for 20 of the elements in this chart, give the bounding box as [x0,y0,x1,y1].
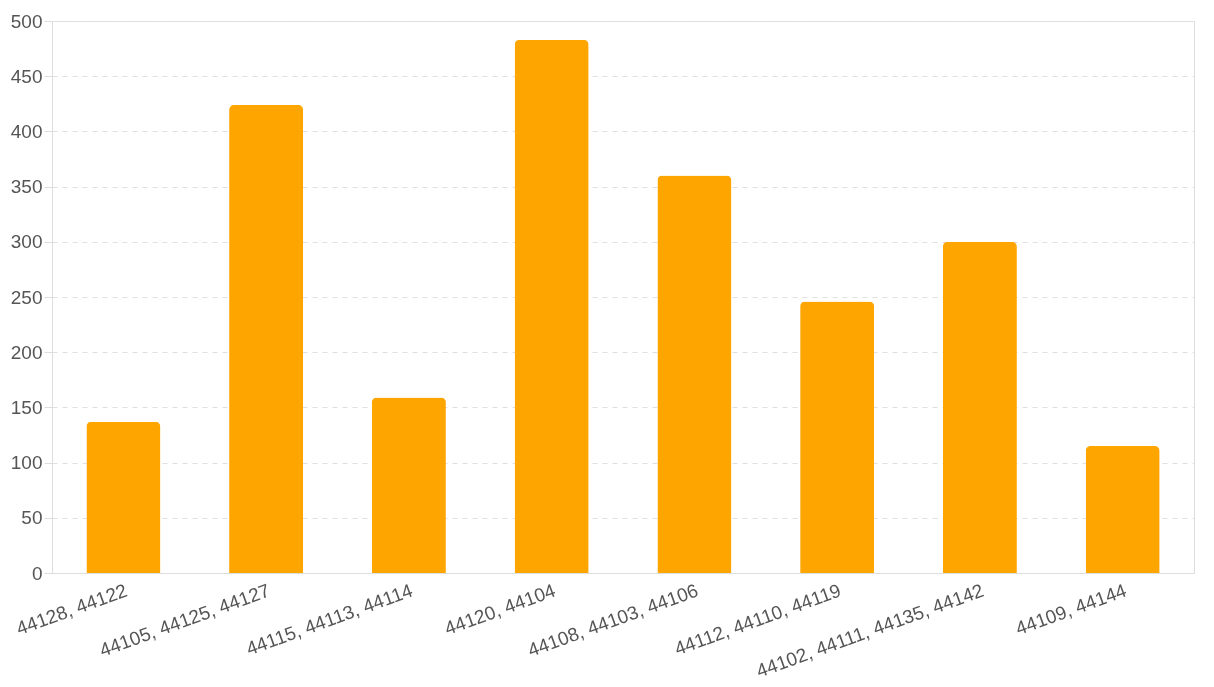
bar [514,39,589,573]
bar [86,421,161,573]
y-tick-label: 200 [10,341,43,363]
bar [800,301,875,573]
y-tick-label: 400 [10,120,43,142]
y-tick-label: 0 [31,562,43,584]
x-tick-label: 44109, 44144 [1012,579,1130,640]
bar [229,104,304,573]
y-tick-label: 450 [10,65,43,87]
bar [371,397,446,573]
bar [657,175,732,573]
bar [942,241,1017,573]
y-tick-label: 300 [10,231,43,253]
y-tick-label: 350 [10,176,43,198]
y-tick-label: 150 [10,396,43,418]
y-tick-label: 50 [21,507,43,529]
y-tick-label: 250 [10,286,43,308]
bar [1085,446,1160,573]
y-tick-label: 100 [10,452,43,474]
y-tick-label: 500 [10,10,43,32]
